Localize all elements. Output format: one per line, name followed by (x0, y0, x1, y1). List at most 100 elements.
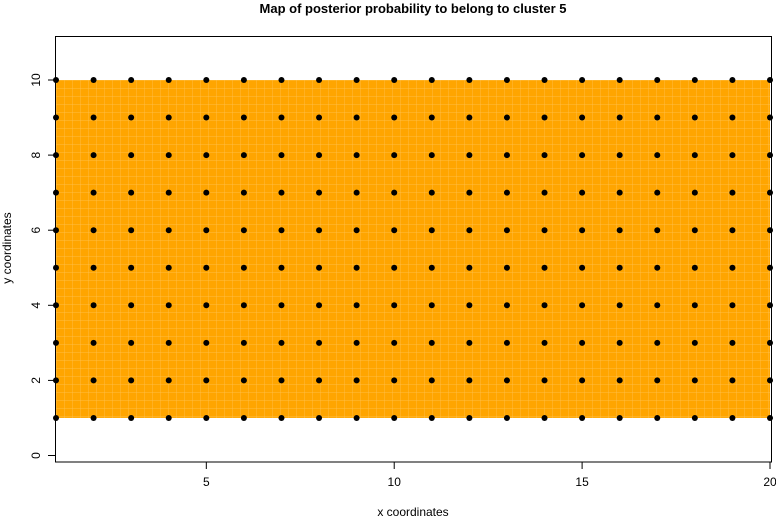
x-tick-label: 10 (388, 475, 402, 489)
data-point (767, 302, 773, 309)
data-point (616, 152, 623, 159)
data-point (90, 114, 97, 121)
data-point (428, 339, 435, 346)
data-point (729, 227, 736, 234)
data-point (466, 189, 473, 196)
data-point (767, 152, 773, 159)
data-point (278, 189, 285, 196)
data-point (503, 189, 510, 196)
data-point (729, 339, 736, 346)
data-point (691, 114, 698, 121)
data-point (316, 77, 323, 83)
data-point (278, 339, 285, 346)
data-point (353, 339, 360, 346)
data-point (278, 377, 285, 384)
data-point (53, 302, 59, 309)
data-point (654, 77, 661, 83)
data-point (316, 339, 323, 346)
data-point (654, 152, 661, 159)
data-point (691, 339, 698, 346)
data-point (428, 152, 435, 159)
data-point (466, 414, 473, 421)
data-point (203, 152, 210, 159)
data-point (353, 264, 360, 271)
data-point (729, 414, 736, 421)
data-point (767, 114, 773, 121)
data-point (353, 302, 360, 309)
data-point (541, 377, 548, 384)
heatmap-region (56, 80, 770, 418)
data-point (541, 414, 548, 421)
data-point (240, 414, 247, 421)
data-point (541, 152, 548, 159)
data-point (240, 189, 247, 196)
data-point (240, 114, 247, 121)
data-point (203, 264, 210, 271)
data-point (466, 227, 473, 234)
data-point (729, 264, 736, 271)
data-point (391, 377, 398, 384)
data-point (165, 227, 172, 234)
data-point (128, 302, 135, 309)
data-point (616, 114, 623, 121)
data-point (654, 339, 661, 346)
data-point (616, 189, 623, 196)
data-point (767, 77, 773, 83)
data-point (654, 227, 661, 234)
y-tick-label: 6 (29, 227, 43, 234)
data-point (466, 264, 473, 271)
data-point (165, 114, 172, 121)
data-point (165, 77, 172, 83)
data-point (691, 414, 698, 421)
data-point (654, 189, 661, 196)
data-point (767, 189, 773, 196)
data-point (579, 77, 586, 83)
data-point (503, 152, 510, 159)
data-point (316, 377, 323, 384)
data-point (316, 264, 323, 271)
data-point (767, 414, 773, 421)
y-tick-label: 10 (29, 73, 43, 87)
data-point (541, 227, 548, 234)
data-point (503, 114, 510, 121)
y-tick-label: 2 (29, 377, 43, 384)
data-point (767, 227, 773, 234)
data-point (428, 264, 435, 271)
data-point (90, 377, 97, 384)
data-point (466, 114, 473, 121)
data-point (53, 152, 59, 159)
data-point (391, 339, 398, 346)
plot-frame (55, 36, 772, 463)
data-point (128, 114, 135, 121)
data-point (729, 152, 736, 159)
data-point (616, 414, 623, 421)
data-point (278, 414, 285, 421)
data-point (579, 114, 586, 121)
data-point (278, 302, 285, 309)
chart-title: Map of posterior probability to belong t… (260, 1, 567, 16)
data-point (278, 264, 285, 271)
data-point (240, 77, 247, 83)
data-point (428, 302, 435, 309)
data-point (428, 77, 435, 83)
data-point (316, 152, 323, 159)
data-point (541, 339, 548, 346)
y-tick-label: 4 (29, 302, 43, 309)
data-point (691, 152, 698, 159)
data-point (278, 227, 285, 234)
data-point (278, 114, 285, 121)
data-point (90, 152, 97, 159)
data-point (503, 414, 510, 421)
data-point (165, 264, 172, 271)
data-point (353, 414, 360, 421)
data-point (128, 414, 135, 421)
data-point (353, 377, 360, 384)
data-point (691, 302, 698, 309)
data-point (579, 227, 586, 234)
data-point (53, 339, 59, 346)
data-point (428, 377, 435, 384)
data-point (353, 77, 360, 83)
data-point (729, 189, 736, 196)
x-tick-label: 20 (763, 475, 776, 489)
data-point (503, 264, 510, 271)
